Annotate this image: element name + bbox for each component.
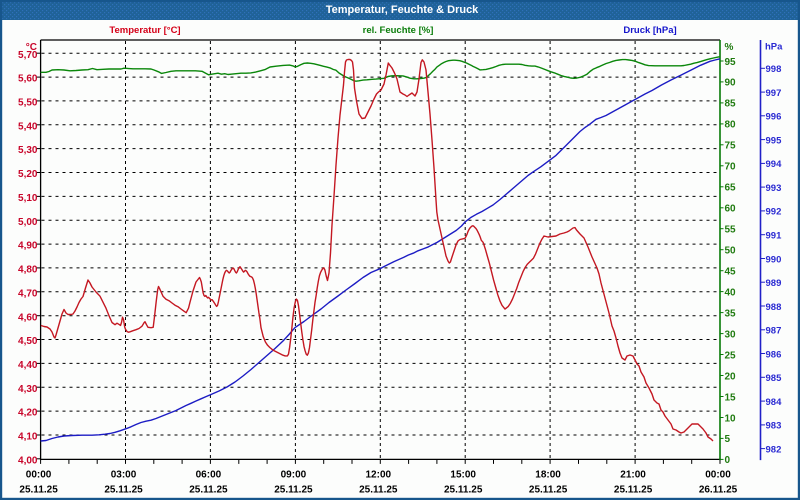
svg-text:80: 80 <box>725 120 737 131</box>
svg-text:5,50: 5,50 <box>18 98 38 109</box>
svg-text:5,40: 5,40 <box>18 121 38 132</box>
svg-text:985: 985 <box>766 373 783 384</box>
svg-text:60: 60 <box>725 204 737 215</box>
svg-text:4,70: 4,70 <box>18 288 38 299</box>
svg-text:Temperatur [°C]: Temperatur [°C] <box>109 25 180 36</box>
svg-text:45: 45 <box>725 267 737 278</box>
svg-text:992: 992 <box>766 207 782 218</box>
svg-text:rel. Feuchte [%]: rel. Feuchte [%] <box>363 25 434 36</box>
svg-text:5,60: 5,60 <box>18 74 38 85</box>
svg-text:70: 70 <box>725 162 737 173</box>
svg-text:988: 988 <box>766 302 782 313</box>
svg-text:09:00: 09:00 <box>281 470 307 481</box>
svg-text:990: 990 <box>766 254 782 265</box>
svg-text:90: 90 <box>725 78 737 89</box>
svg-text:25: 25 <box>725 350 737 361</box>
svg-text:4,00: 4,00 <box>18 455 38 466</box>
svg-text:10: 10 <box>725 413 737 424</box>
svg-text:994: 994 <box>766 159 783 170</box>
svg-text:986: 986 <box>766 349 782 360</box>
svg-text:25.11.25: 25.11.25 <box>359 484 398 495</box>
svg-text:5,10: 5,10 <box>18 193 38 204</box>
svg-text:%: % <box>725 42 734 53</box>
svg-text:982: 982 <box>766 444 782 455</box>
svg-text:4,50: 4,50 <box>18 336 38 347</box>
svg-text:25.11.25: 25.11.25 <box>529 484 568 495</box>
svg-text:0: 0 <box>725 455 731 466</box>
svg-text:25.11.25: 25.11.25 <box>444 484 483 495</box>
svg-text:06:00: 06:00 <box>196 470 222 481</box>
svg-text:85: 85 <box>725 99 737 110</box>
svg-text:5,20: 5,20 <box>18 169 38 180</box>
svg-text:15:00: 15:00 <box>450 470 476 481</box>
svg-text:°C: °C <box>26 42 37 53</box>
svg-text:4,60: 4,60 <box>18 312 38 323</box>
svg-text:20: 20 <box>725 371 737 382</box>
svg-text:21:00: 21:00 <box>620 470 646 481</box>
svg-text:75: 75 <box>725 141 737 152</box>
svg-text:998: 998 <box>766 64 782 75</box>
svg-text:5,70: 5,70 <box>18 50 38 61</box>
svg-text:25.11.25: 25.11.25 <box>19 484 58 495</box>
svg-text:Temperatur, Feuchte & Druck: Temperatur, Feuchte & Druck <box>326 4 479 16</box>
svg-text:00:00: 00:00 <box>26 470 52 481</box>
svg-text:95: 95 <box>725 57 737 68</box>
svg-text:5,00: 5,00 <box>18 217 38 228</box>
svg-text:984: 984 <box>766 397 783 408</box>
svg-text:983: 983 <box>766 421 782 432</box>
svg-text:12:00: 12:00 <box>366 470 392 481</box>
svg-text:hPa: hPa <box>765 42 783 53</box>
svg-text:65: 65 <box>725 183 737 194</box>
svg-text:30: 30 <box>725 329 737 340</box>
svg-text:26.11.25: 26.11.25 <box>699 484 738 495</box>
svg-text:03:00: 03:00 <box>111 470 137 481</box>
svg-text:995: 995 <box>766 135 783 146</box>
svg-text:5: 5 <box>725 434 731 445</box>
svg-text:996: 996 <box>766 112 782 123</box>
svg-text:18:00: 18:00 <box>535 470 561 481</box>
svg-text:987: 987 <box>766 326 782 337</box>
svg-text:25.11.25: 25.11.25 <box>274 484 313 495</box>
svg-text:50: 50 <box>725 246 737 257</box>
svg-text:4,10: 4,10 <box>18 432 38 443</box>
svg-text:4,40: 4,40 <box>18 360 38 371</box>
svg-text:25.11.25: 25.11.25 <box>189 484 228 495</box>
svg-text:35: 35 <box>725 308 737 319</box>
svg-text:25.11.25: 25.11.25 <box>104 484 143 495</box>
svg-text:Druck [hPa]: Druck [hPa] <box>623 25 676 36</box>
svg-text:4,20: 4,20 <box>18 408 38 419</box>
svg-text:989: 989 <box>766 278 782 289</box>
svg-text:991: 991 <box>766 231 783 242</box>
svg-text:993: 993 <box>766 183 782 194</box>
svg-text:4,30: 4,30 <box>18 384 38 395</box>
svg-text:15: 15 <box>725 392 737 403</box>
svg-text:997: 997 <box>766 88 782 99</box>
svg-text:25.11.25: 25.11.25 <box>614 484 653 495</box>
svg-text:5,30: 5,30 <box>18 145 38 156</box>
svg-text:4,90: 4,90 <box>18 241 38 252</box>
svg-text:00:00: 00:00 <box>705 470 731 481</box>
svg-text:4,80: 4,80 <box>18 265 38 276</box>
svg-text:55: 55 <box>725 225 737 236</box>
svg-text:40: 40 <box>725 287 737 298</box>
